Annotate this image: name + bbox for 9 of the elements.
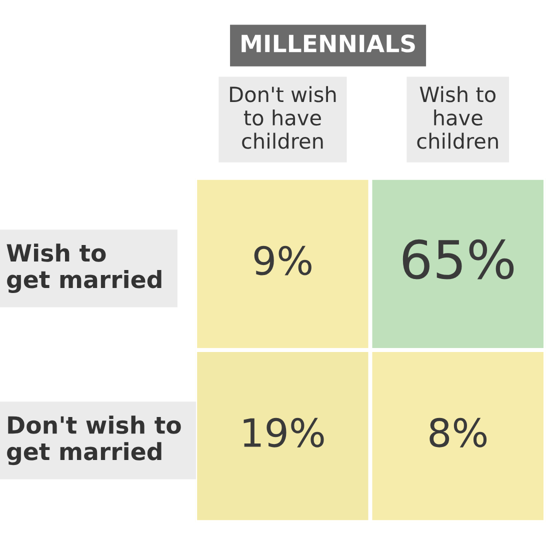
- y-tick-label: Wish to get married: [6, 244, 162, 294]
- y-tick-label: Don't wish to get married: [7, 416, 181, 466]
- data-label: 9%: [254, 246, 312, 276]
- data-label: 19%: [244, 418, 324, 448]
- data-label: 8%: [430, 418, 487, 448]
- x-tick-label: Wish to have children: [417, 86, 498, 149]
- data-label: 65%: [402, 239, 514, 280]
- x-tick-label: Don't wish to have children: [230, 86, 336, 149]
- chart-title: MILLENNIALS: [242, 34, 415, 52]
